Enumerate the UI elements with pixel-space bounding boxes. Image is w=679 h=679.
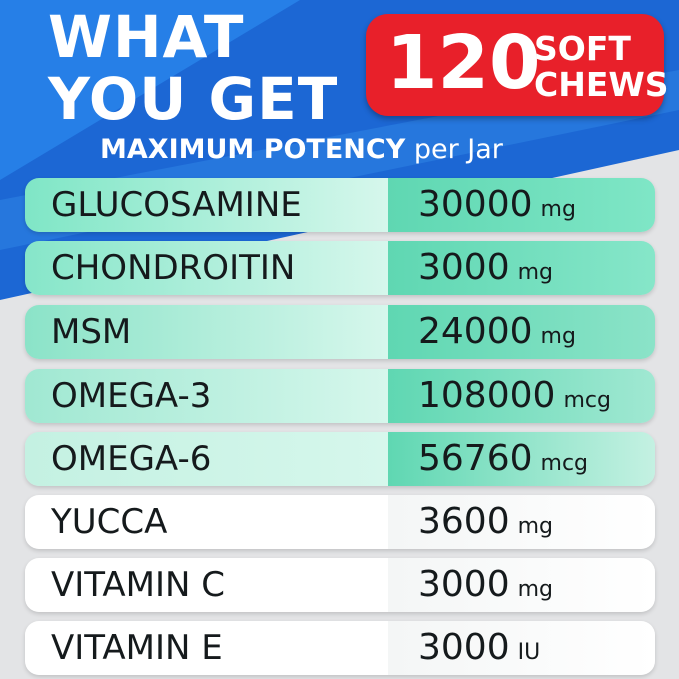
amount-cell: 3600 mg [388,495,655,549]
name-cell: OMEGA-3 [25,369,388,423]
name-cell: CHONDROITIN [25,241,388,295]
amount-unit: mcg [540,451,589,476]
amount-cell: 3000 mg [388,558,655,612]
badge-line: CHEWS [534,65,669,104]
table-row: YUCCA 3600 mg [25,495,655,549]
row-name: VITAMIN C [51,565,226,605]
amount-value: 3600 [418,501,510,542]
title-line: WHAT [48,3,245,71]
row-name: OMEGA-3 [51,376,212,416]
amount-cell: 3000 mg [388,241,655,295]
name-cell: YUCCA [25,495,388,549]
amount-value: 3000 [418,247,510,288]
row-amount: 3000 mg [418,241,553,295]
row-amount: 3600 mg [418,495,553,549]
row-name: GLUCOSAMINE [51,185,302,225]
name-cell: MSM [25,305,388,359]
title-line: YOU GET [48,65,339,133]
subtitle-rest: per Jar [413,134,503,165]
table-row: VITAMIN C 3000 mg [25,558,655,612]
badge-line: SOFT [534,29,631,68]
amount-value: 3000 [418,627,510,668]
amount-unit: IU [517,640,541,665]
amount-cell: 3000 IU [388,621,655,675]
table-row: OMEGA-3 108000 mcg [25,369,655,423]
amount-unit: mg [540,197,576,222]
name-cell: GLUCOSAMINE [25,178,388,232]
amount-cell: 24000 mg [388,305,655,359]
row-name: YUCCA [51,502,168,542]
amount-value: 3000 [418,564,510,605]
badge-number: 120 [386,20,541,106]
amount-value: 24000 [418,311,533,352]
table-row: GLUCOSAMINE 30000 mg [25,178,655,232]
amount-cell: 108000 mcg [388,369,655,423]
amount-cell: 30000 mg [388,178,655,232]
amount-value: 108000 [418,375,556,416]
amount-cell: 56760 mcg [388,432,655,486]
row-name: VITAMIN E [51,628,223,668]
row-amount: 108000 mcg [418,369,611,423]
name-cell: VITAMIN C [25,558,388,612]
amount-value: 30000 [418,184,533,225]
row-amount: 3000 mg [418,558,553,612]
amount-unit: mg [540,324,576,349]
row-name: OMEGA-6 [51,439,212,479]
amount-unit: mg [517,260,554,285]
row-name: MSM [51,312,132,352]
name-cell: OMEGA-6 [25,432,388,486]
subtitle: MAXIMUM POTENCY per Jar [100,134,503,165]
name-cell: VITAMIN E [25,621,388,675]
amount-value: 56760 [418,438,533,479]
amount-unit: mcg [563,388,611,413]
amount-unit: mg [517,577,554,602]
subtitle-main: MAXIMUM POTENCY [100,134,406,165]
table-row: CHONDROITIN 3000 mg [25,241,655,295]
amount-unit: mg [517,514,554,539]
row-amount: 3000 IU [418,621,540,675]
table-row: VITAMIN E 3000 IU [25,621,655,675]
row-amount: 30000 mg [418,178,576,232]
row-amount: 24000 mg [418,305,576,359]
row-name: CHONDROITIN [51,248,296,288]
badge-text: SOFT CHEWS [534,31,669,103]
row-amount: 56760 mcg [418,432,588,486]
badge: 120 SOFT CHEWS [366,14,669,116]
table-row: OMEGA-6 56760 mcg [25,432,655,486]
table-row: MSM 24000 mg [25,305,655,359]
